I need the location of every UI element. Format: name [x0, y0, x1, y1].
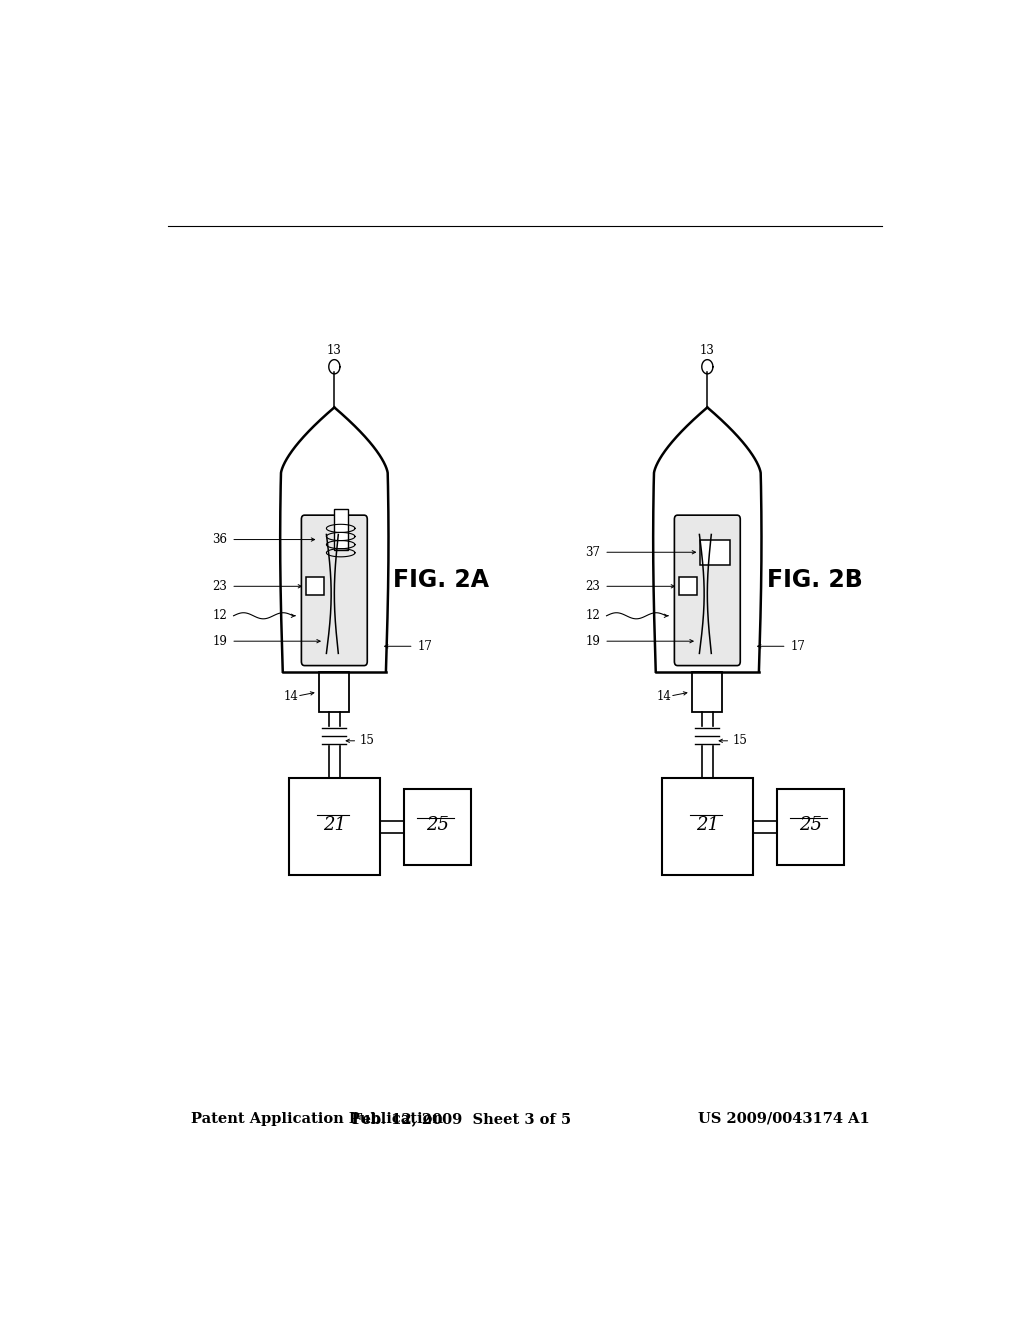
Text: 21: 21: [323, 816, 346, 834]
Bar: [700, 540, 730, 565]
Bar: [692, 672, 722, 713]
Text: 14: 14: [284, 689, 298, 702]
FancyBboxPatch shape: [675, 515, 740, 665]
Text: Feb. 12, 2009  Sheet 3 of 5: Feb. 12, 2009 Sheet 3 of 5: [352, 1111, 570, 1126]
Text: 23: 23: [212, 579, 227, 593]
Text: 36: 36: [212, 533, 227, 546]
Text: Patent Application Publication: Patent Application Publication: [191, 1111, 443, 1126]
Text: 12: 12: [586, 610, 600, 622]
FancyBboxPatch shape: [301, 515, 368, 665]
Text: FIG. 2A: FIG. 2A: [393, 568, 489, 593]
Text: FIG. 2B: FIG. 2B: [767, 568, 862, 593]
Text: 23: 23: [586, 579, 600, 593]
Bar: [289, 779, 380, 875]
Text: 25: 25: [799, 816, 822, 834]
Bar: [319, 672, 349, 713]
Text: 17: 17: [418, 640, 432, 653]
Text: 25: 25: [426, 816, 449, 834]
Bar: [403, 788, 471, 865]
Text: US 2009/0043174 A1: US 2009/0043174 A1: [698, 1111, 870, 1126]
Text: 37: 37: [585, 545, 600, 558]
Bar: [662, 779, 753, 875]
Text: 13: 13: [699, 345, 715, 358]
Text: 21: 21: [696, 816, 719, 834]
Text: 13: 13: [327, 345, 342, 358]
Text: 12: 12: [212, 610, 227, 622]
Text: 15: 15: [359, 734, 375, 747]
Bar: [777, 788, 844, 865]
Bar: [334, 510, 348, 549]
Text: 14: 14: [656, 689, 672, 702]
Text: 19: 19: [586, 635, 600, 648]
Text: 15: 15: [733, 734, 748, 747]
Text: 17: 17: [791, 640, 806, 653]
Bar: [679, 577, 696, 595]
Bar: [306, 577, 324, 595]
Text: 19: 19: [212, 635, 227, 648]
